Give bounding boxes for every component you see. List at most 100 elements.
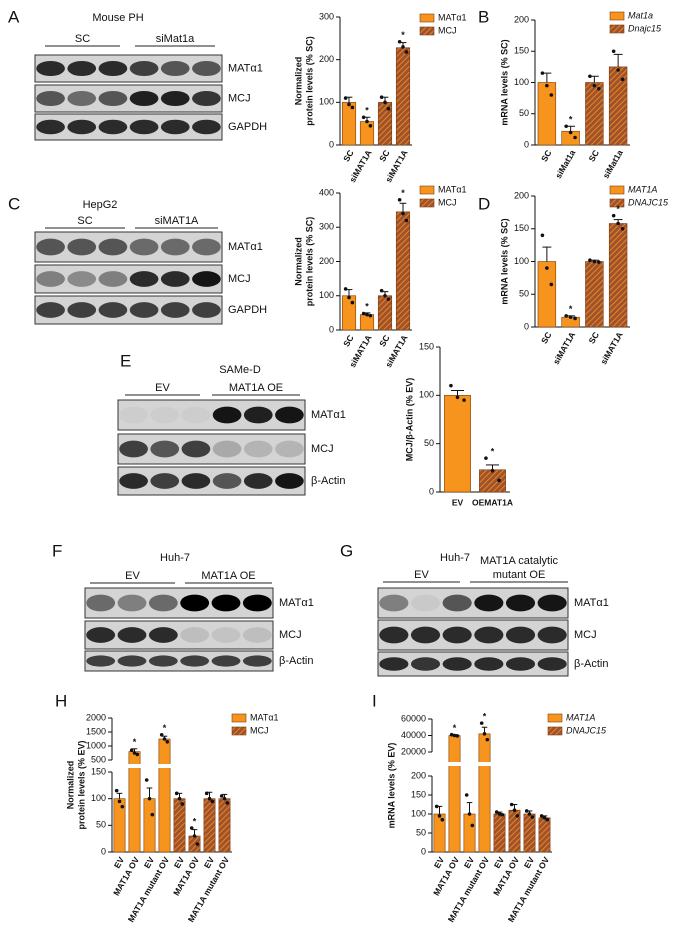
legend-swatch — [419, 13, 435, 23]
data-point — [129, 748, 134, 752]
band — [211, 655, 241, 667]
data-point — [620, 77, 625, 82]
legend-label: MATα1 — [438, 184, 467, 194]
panel-label: D — [478, 194, 490, 213]
band — [212, 406, 242, 424]
blot-strip — [377, 651, 569, 677]
bar — [444, 395, 471, 493]
significance-star: * — [133, 737, 137, 747]
data-point — [189, 826, 194, 830]
band — [181, 440, 211, 458]
band-label: MATα1 — [311, 409, 346, 421]
y-tick-label: 0 — [524, 139, 529, 149]
bar — [523, 813, 536, 853]
data-point — [114, 788, 119, 793]
data-point — [588, 258, 592, 262]
legend-swatch — [419, 26, 435, 36]
band — [36, 90, 65, 107]
panel-label: G — [340, 541, 353, 560]
legend-label: MATα1 — [438, 12, 467, 22]
data-point — [485, 737, 490, 742]
data-point — [361, 115, 366, 120]
band — [212, 473, 242, 489]
x-tick-label: EV — [452, 497, 464, 507]
data-point — [379, 95, 384, 100]
y-tick-label: 20000 — [401, 746, 426, 756]
data-point — [165, 740, 170, 744]
blot-title: HepG2 — [83, 199, 118, 211]
data-point — [195, 842, 200, 846]
x-tick-label: OEMAT1A — [472, 497, 513, 507]
band — [181, 473, 211, 489]
band — [86, 627, 116, 643]
data-point — [545, 817, 550, 822]
data-point — [611, 213, 616, 218]
band — [129, 90, 159, 107]
data-point — [144, 778, 149, 782]
band-label: MATα1 — [228, 62, 263, 74]
legend-swatch — [419, 198, 435, 208]
band — [150, 473, 180, 489]
data-point — [350, 300, 355, 305]
y-tick-label: 150 — [514, 46, 529, 56]
x-tick-label: siMAT1A — [551, 330, 578, 366]
data-point — [479, 721, 484, 725]
y-axis-label: mRNA levels (% SC) — [499, 39, 509, 125]
panel-label: F — [52, 541, 62, 560]
significance-star: * — [401, 30, 405, 40]
data-point — [365, 312, 369, 317]
y-tick-label: 50 — [519, 108, 529, 118]
band — [242, 655, 272, 667]
data-point — [162, 737, 167, 741]
data-point — [434, 804, 439, 809]
y-axis-label: protein levels (% SC) — [304, 36, 314, 126]
bar — [608, 66, 628, 146]
group-label: MAT1A OE — [201, 570, 255, 582]
significance-star: * — [453, 723, 457, 733]
data-point — [120, 804, 125, 809]
bar — [377, 295, 393, 331]
legend-label: Dnajc15 — [628, 23, 662, 33]
data-point — [449, 383, 453, 388]
data-point — [449, 732, 454, 737]
y-tick-label: 300 — [319, 222, 334, 232]
band — [36, 238, 65, 256]
data-point — [379, 288, 384, 293]
band — [505, 657, 536, 671]
blot-title: Huh-7 — [440, 552, 470, 564]
band — [98, 271, 128, 287]
data-point — [368, 313, 373, 318]
band — [98, 119, 128, 135]
data-point — [452, 733, 457, 738]
band — [442, 594, 472, 612]
y-tick-label: 100 — [419, 390, 434, 400]
blot-strip — [117, 466, 306, 496]
band — [537, 657, 567, 671]
group-label: EV — [155, 382, 170, 394]
data-point — [509, 802, 514, 807]
band — [180, 655, 210, 667]
y-tick-label: 1000 — [86, 740, 106, 750]
band — [36, 119, 65, 135]
band-label: β-Actin — [311, 475, 345, 487]
band — [379, 626, 409, 644]
significance-star: * — [616, 204, 620, 214]
band — [505, 626, 536, 644]
bar — [395, 47, 411, 146]
band — [537, 594, 567, 612]
data-point — [117, 799, 122, 804]
data-point — [219, 794, 224, 798]
bar — [537, 82, 557, 146]
bar — [218, 798, 231, 853]
band-label: MCJ — [228, 92, 251, 104]
data-point — [204, 791, 209, 796]
legend-label: Mat1a — [628, 10, 653, 20]
band-label: MATα1 — [574, 597, 609, 609]
band — [379, 657, 409, 671]
significance-star: * — [401, 188, 405, 198]
bar — [395, 211, 411, 331]
bar — [448, 735, 461, 853]
data-point — [464, 793, 469, 797]
legend-swatch — [547, 713, 563, 723]
band — [243, 406, 273, 424]
